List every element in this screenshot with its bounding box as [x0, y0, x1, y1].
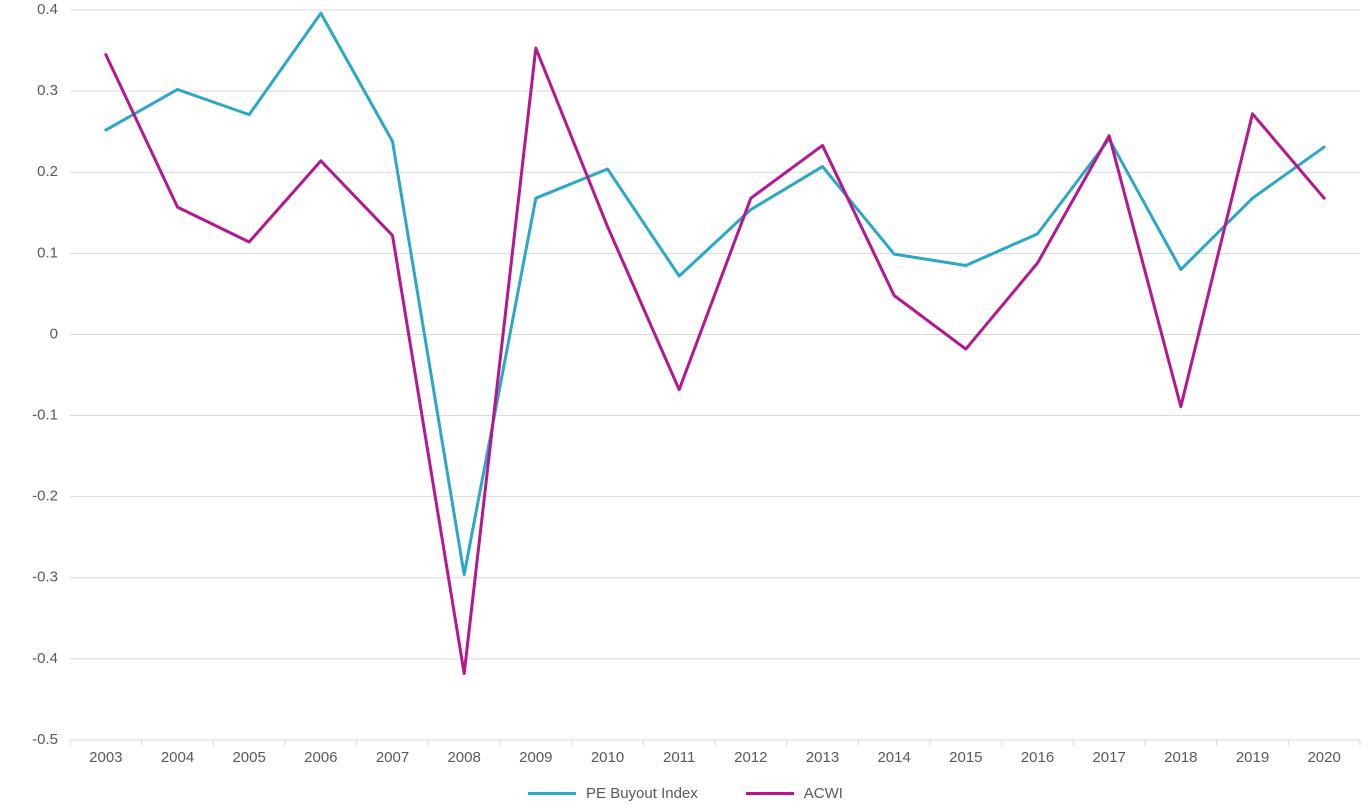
x-tick-label: 2007: [376, 749, 409, 766]
x-tick-label: 2020: [1307, 749, 1340, 766]
series-line: [106, 48, 1324, 673]
y-tick-label: 0.1: [37, 244, 58, 261]
legend-swatch: [528, 792, 576, 795]
y-tick-label: -0.5: [32, 731, 58, 748]
y-tick-label: -0.3: [32, 569, 58, 586]
y-tick-label: -0.1: [32, 407, 58, 424]
y-tick-label: 0: [50, 325, 58, 342]
x-tick-label: 2006: [304, 749, 337, 766]
x-tick-label: 2013: [806, 749, 839, 766]
y-tick-label: 0.4: [37, 1, 58, 18]
x-tick-label: 2011: [663, 749, 695, 766]
x-tick-label: 2012: [734, 749, 767, 766]
legend-label: ACWI: [804, 785, 843, 802]
legend-label: PE Buyout Index: [586, 785, 698, 802]
chart-svg: -0.5 -0.4 -0.3 -0.2 -0.1 0 0.1 0.2 0.3 0.4 2003 200…: [0, 0, 1371, 811]
x-tick-label: 2014: [877, 749, 910, 766]
x-tick-label: 2003: [89, 749, 122, 766]
x-tick-label: 2017: [1092, 749, 1125, 766]
x-tick-label: 2010: [591, 749, 624, 766]
x-tick-label: 2016: [1021, 749, 1054, 766]
y-tick-label: -0.2: [32, 488, 58, 505]
x-tick-label: 2004: [161, 749, 194, 766]
y-tick-label: -0.4: [32, 650, 58, 667]
y-tick-label: 0.3: [37, 82, 58, 99]
x-tick-label: 2005: [232, 749, 265, 766]
legend-item: ACWI: [746, 785, 843, 802]
chart-legend: PE Buyout Index ACWI: [0, 782, 1371, 802]
x-tick-label: 2008: [447, 749, 480, 766]
legend-item: PE Buyout Index: [528, 785, 698, 802]
x-tick-label: 2015: [949, 749, 982, 766]
line-chart: -0.5 -0.4 -0.3 -0.2 -0.1 0 0.1 0.2 0.3 0.4 2003 200…: [0, 0, 1371, 811]
legend-swatch: [746, 792, 794, 795]
x-tick-label: 2009: [519, 749, 552, 766]
y-tick-label: 0.2: [37, 163, 58, 180]
x-tick-label: 2019: [1236, 749, 1269, 766]
x-tick-label: 2018: [1164, 749, 1197, 766]
